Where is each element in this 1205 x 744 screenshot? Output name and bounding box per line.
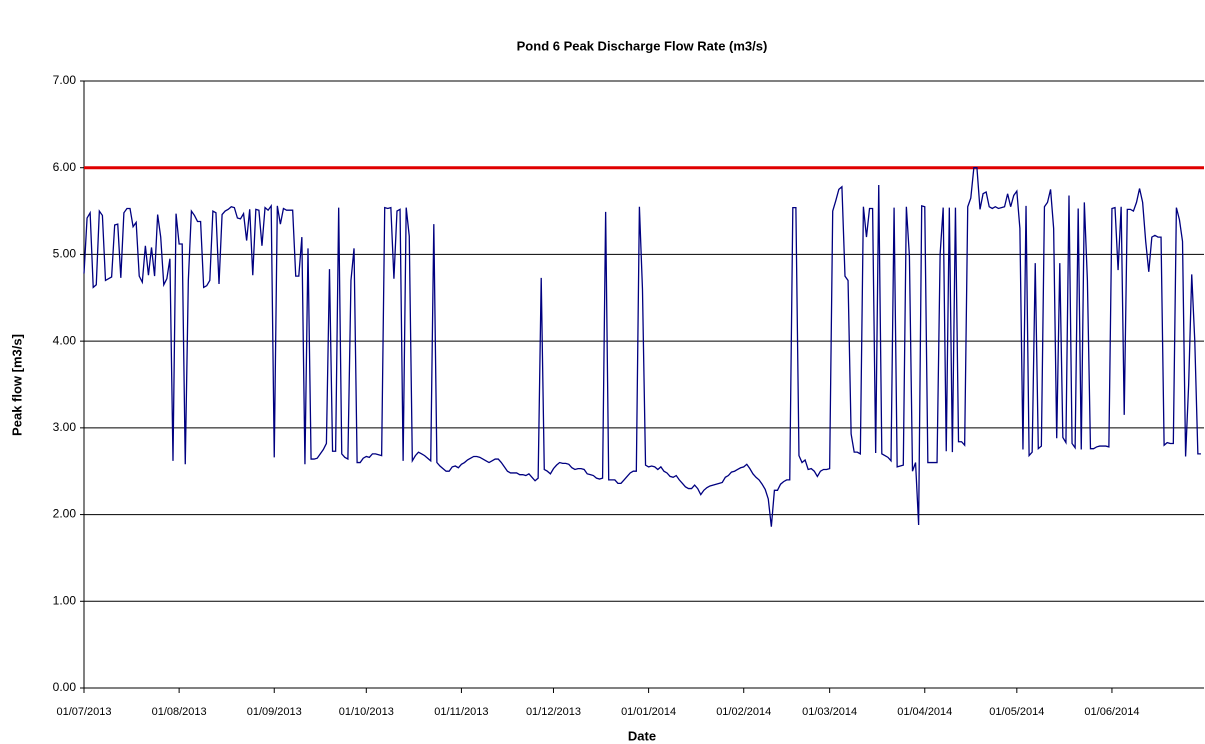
x-tick-label: 01/07/2013 bbox=[56, 706, 111, 718]
y-tick-label: 3.00 bbox=[53, 420, 77, 434]
y-tick-label: 4.00 bbox=[53, 333, 77, 347]
y-tick-label: 6.00 bbox=[53, 160, 77, 174]
data-line bbox=[83, 167, 1201, 527]
x-tick-label: 01/05/2014 bbox=[989, 706, 1044, 718]
y-tick-label: 1.00 bbox=[53, 593, 77, 607]
x-tick-label: 01/12/2013 bbox=[526, 706, 581, 718]
x-tick-label: 01/06/2014 bbox=[1084, 706, 1139, 718]
x-tick-label: 01/03/2014 bbox=[802, 706, 857, 718]
x-tick-label: 01/10/2013 bbox=[339, 706, 394, 718]
y-tick-label: 7.00 bbox=[53, 73, 77, 87]
y-tick-label: 2.00 bbox=[53, 507, 77, 521]
x-axis-label: Date bbox=[628, 728, 656, 743]
chart-title: Pond 6 Peak Discharge Flow Rate (m3/s) bbox=[517, 38, 768, 53]
y-tick-label: 0.00 bbox=[53, 680, 77, 694]
x-tick-label: 01/01/2014 bbox=[621, 706, 676, 718]
y-tick-label: 5.00 bbox=[53, 247, 77, 261]
y-axis-label: Peak flow [m3/s] bbox=[9, 334, 24, 436]
x-tick-label: 01/08/2013 bbox=[152, 706, 207, 718]
x-tick-label: 01/11/2013 bbox=[434, 706, 488, 718]
x-tick-label: 01/09/2013 bbox=[247, 706, 302, 718]
x-tick-label: 01/02/2014 bbox=[716, 706, 771, 718]
x-tick-label: 01/04/2014 bbox=[897, 706, 952, 718]
